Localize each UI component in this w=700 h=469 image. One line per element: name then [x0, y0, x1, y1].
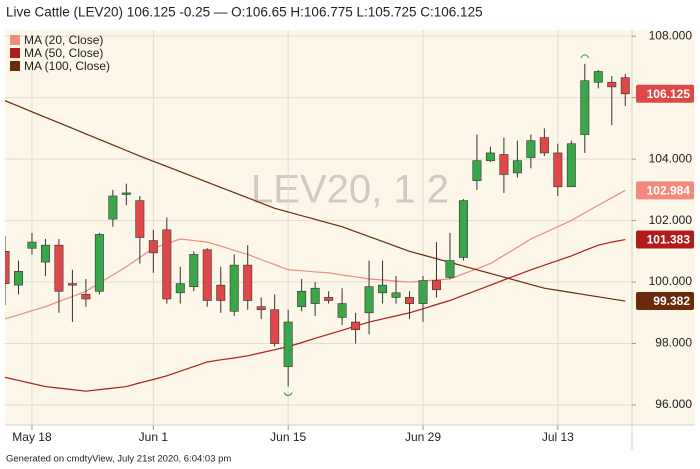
- chart-title: Live Cattle (LEV20) 106.125 -0.25 — O:10…: [6, 5, 483, 20]
- y-tick-label: 102.000: [649, 213, 693, 227]
- last-price-label: 106.125: [647, 87, 691, 101]
- candle-body: [445, 260, 455, 278]
- x-tick-label: May 18: [12, 430, 52, 444]
- candle-body: [175, 283, 185, 294]
- candle-body: [405, 297, 414, 304]
- ma-line: [5, 238, 626, 392]
- candle-body: [485, 152, 495, 161]
- candle-body: [256, 306, 266, 311]
- candle-body: [135, 200, 145, 238]
- candle-body: [364, 286, 374, 314]
- x-tick-label: Jun 29: [405, 430, 441, 444]
- candle-body: [40, 244, 50, 263]
- candle-body: [54, 244, 64, 292]
- candle-body: [458, 200, 468, 258]
- y-tick-label: 96.000: [655, 397, 692, 411]
- candle-body: [14, 271, 23, 286]
- candle-body: [270, 309, 280, 344]
- candle-body: [229, 264, 239, 312]
- candle-body: [67, 283, 77, 286]
- candle-body: [94, 234, 104, 292]
- candle-body: [148, 240, 158, 254]
- ma-value-box: [636, 292, 694, 311]
- candle-body: [607, 81, 617, 88]
- candle-body: [310, 287, 320, 304]
- candle-body: [418, 280, 428, 304]
- footer: Generated on cmdtyView, July 21st 2020, …: [6, 454, 231, 465]
- y-tick-label: 104.000: [649, 151, 693, 165]
- candle-body: [5, 251, 10, 284]
- last-price-box: [636, 84, 694, 103]
- candle-body: [472, 160, 482, 181]
- legend-label: MA (20, Close): [24, 33, 103, 47]
- legend-label: MA (100, Close): [24, 59, 110, 73]
- ma-line: [5, 189, 626, 320]
- candle-body: [351, 321, 361, 331]
- ma-value-label: 99.382: [653, 294, 690, 308]
- candle-body: [499, 154, 509, 175]
- candle-body: [593, 71, 603, 83]
- candle-body: [378, 284, 388, 294]
- ma-value-box: [636, 181, 694, 200]
- candle-body: [297, 290, 307, 307]
- legend-swatch: [10, 35, 20, 45]
- candle-body: [566, 143, 576, 188]
- ma-lines: [5, 100, 626, 392]
- candle-body: [512, 160, 522, 174]
- x-tick-label: Jun 15: [270, 430, 306, 444]
- candle-body: [121, 192, 131, 195]
- ma-value-label: 101.383: [647, 233, 691, 247]
- candle-body: [337, 303, 347, 318]
- y-tick-label: 100.000: [649, 274, 693, 288]
- candle-body: [81, 294, 91, 300]
- legend-swatch: [10, 61, 20, 71]
- ma-value-box: [636, 230, 694, 249]
- candle-body: [243, 264, 253, 301]
- candle-body: [553, 152, 563, 188]
- candle-body: [526, 140, 536, 158]
- candle-body: [189, 254, 199, 287]
- candle-body: [539, 137, 549, 154]
- watermark: LEV20, 1 2: [251, 168, 449, 212]
- candle-body: [202, 249, 212, 301]
- candle-body: [432, 280, 441, 291]
- legend-swatch: [10, 48, 20, 58]
- plot-background: [5, 30, 695, 425]
- legend-label: MA (50, Close): [24, 46, 103, 60]
- candle-body: [108, 195, 118, 220]
- candle-body: [580, 80, 590, 135]
- y-tick-label: 98.000: [655, 336, 692, 350]
- candle-body: [620, 77, 630, 95]
- ma-value-label: 102.984: [647, 184, 691, 198]
- x-tick-label: Jun 1: [139, 430, 169, 444]
- candle-body: [283, 321, 293, 367]
- candle-body: [216, 284, 226, 301]
- y-tick-label: 108.000: [649, 28, 693, 42]
- candle-body: [162, 229, 172, 300]
- candle-body: [27, 241, 37, 249]
- x-tick-label: Jul 13: [542, 430, 574, 444]
- high-marker: [580, 54, 590, 59]
- candle-body: [391, 292, 401, 298]
- candle-body: [324, 297, 334, 301]
- ma-line: [5, 100, 626, 302]
- low-marker: [283, 392, 293, 397]
- grid: [5, 30, 632, 425]
- plot: [5, 63, 630, 392]
